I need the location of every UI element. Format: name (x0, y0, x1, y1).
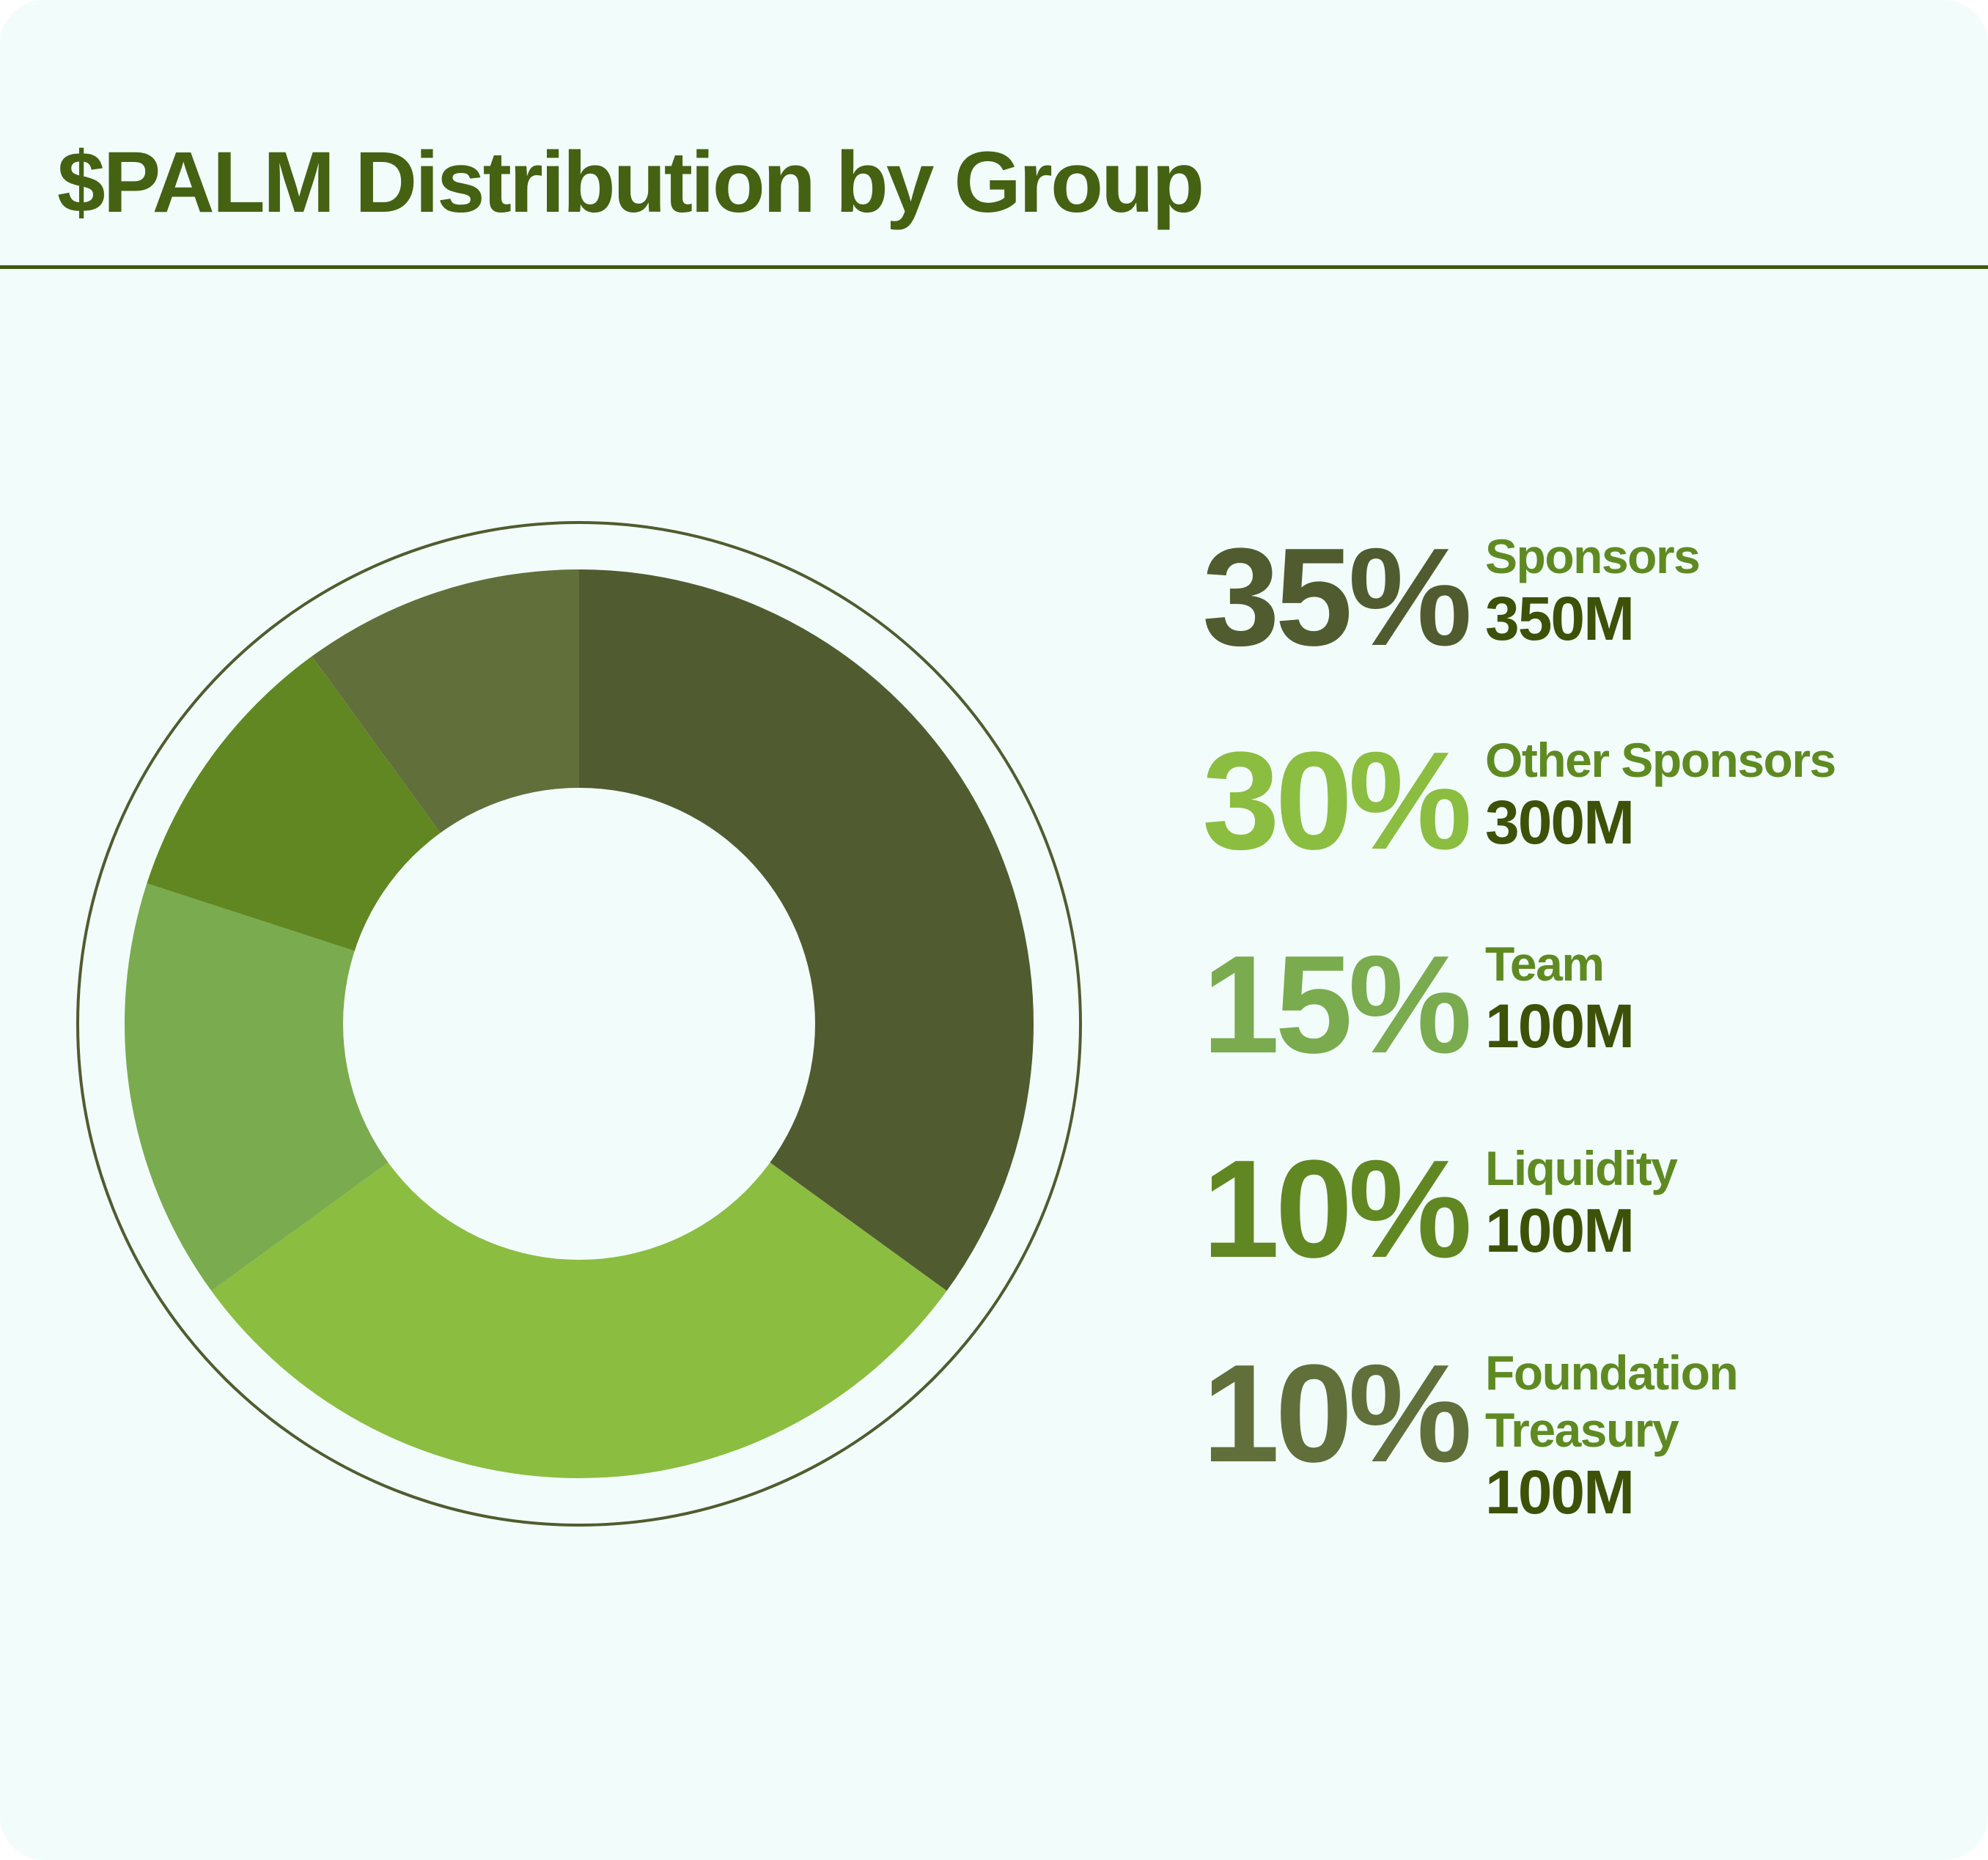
chart-title: $PALM Distribution by Group (57, 134, 1204, 231)
title-divider (0, 265, 1988, 269)
legend-info: Foundation Treasury 100M (1485, 1344, 1739, 1527)
legend-percent: 10% (1202, 1132, 1472, 1287)
legend-info: Liquidity 100M (1485, 1140, 1678, 1265)
legend-amount: 100M (1485, 1458, 1635, 1527)
outer-ring (76, 521, 1082, 1527)
donut-hole (343, 788, 815, 1260)
legend-amount: 300M (1485, 788, 1635, 857)
legend-amount: 100M (1485, 1196, 1635, 1265)
legend-label: Liquidity (1485, 1141, 1678, 1195)
legend-percent: 10% (1202, 1336, 1472, 1491)
legend-percent: 15% (1202, 927, 1472, 1082)
legend-amount: 350M (1485, 584, 1635, 653)
legend-label: Sponsors (1485, 529, 1701, 583)
legend-percent: 35% (1202, 520, 1472, 675)
slice-sponsors (579, 569, 1034, 1291)
legend-label: Team (1485, 937, 1605, 991)
legend-label: Treasury (1485, 1403, 1679, 1457)
legend-label: Foundation (1485, 1346, 1739, 1400)
legend-label: Other Sponsors (1485, 733, 1836, 787)
legend-info: Sponsors 350M (1485, 528, 1701, 653)
legend-percent: 30% (1202, 723, 1472, 879)
legend-info: Other Sponsors 300M (1485, 731, 1836, 856)
legend-info: Team 100M (1485, 935, 1635, 1060)
legend-amount: 100M (1485, 992, 1635, 1060)
